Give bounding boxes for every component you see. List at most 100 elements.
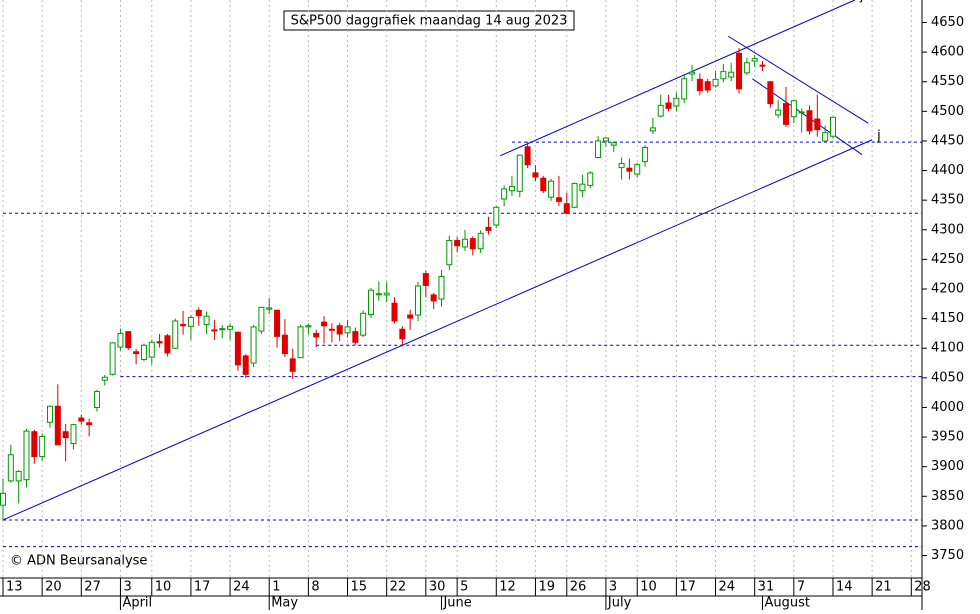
candle-body — [227, 325, 234, 330]
candle-body — [180, 324, 187, 327]
candle-body — [383, 292, 390, 296]
candle-body — [618, 162, 625, 169]
x-tick-label: 21 — [875, 580, 892, 595]
candle-body — [164, 335, 171, 354]
candle-body — [446, 239, 453, 266]
candle-body — [493, 206, 500, 226]
candle-body — [391, 302, 398, 322]
y-tick-label: 4550 — [931, 74, 964, 89]
y-tick-label: 3900 — [931, 459, 964, 474]
candle-body — [743, 62, 750, 74]
candle-body — [806, 110, 813, 132]
candle-body — [109, 342, 116, 375]
candle-body — [665, 102, 672, 109]
candle-body — [814, 118, 821, 131]
candle-body — [438, 276, 445, 300]
candle-body — [78, 417, 85, 422]
candle-body — [375, 293, 382, 296]
x-tick-label: 27 — [84, 580, 101, 595]
candle-body — [187, 316, 194, 327]
candle-body — [242, 355, 249, 375]
candle-body — [649, 127, 656, 132]
candle-body — [15, 470, 22, 482]
y-tick-label: 4000 — [931, 400, 964, 415]
candle-body — [368, 289, 375, 315]
candle-body — [783, 103, 789, 125]
candle-body — [540, 177, 547, 192]
candle-body — [587, 172, 594, 186]
candle-body — [336, 325, 343, 335]
candle-body — [219, 328, 226, 331]
candle-body — [101, 376, 108, 381]
candle-body — [148, 341, 155, 358]
candle-body — [344, 326, 351, 334]
candle-body — [736, 52, 743, 90]
x-tick-label: 28 — [914, 580, 931, 595]
candle-body — [352, 331, 359, 343]
candle-body — [501, 188, 508, 200]
candle-body — [775, 109, 782, 116]
candle-body — [203, 315, 210, 326]
candle-body — [7, 454, 14, 482]
y-tick-label: 3750 — [931, 548, 964, 563]
candle-body — [610, 142, 617, 146]
x-tick-label: 8 — [311, 580, 319, 595]
candle-body — [790, 100, 797, 118]
trend-label: j — [876, 128, 881, 143]
candle-body — [70, 424, 77, 445]
candle-body — [696, 78, 703, 92]
candle-body — [289, 358, 296, 372]
candle-body — [454, 239, 461, 247]
y-tick-label: 3850 — [931, 489, 964, 504]
candle-body — [595, 140, 602, 159]
x-tick-label: 3 — [123, 580, 131, 595]
x-tick-label: 10 — [640, 580, 657, 595]
y-tick-label: 4400 — [931, 163, 964, 178]
x-tick-label: 17 — [194, 580, 211, 595]
month-label: May — [271, 596, 298, 611]
x-tick-label: 31 — [758, 580, 775, 595]
candle-body — [516, 154, 523, 192]
candle-body — [751, 58, 758, 62]
x-tick-label: 17 — [679, 580, 696, 595]
candle-body — [829, 116, 836, 137]
x-tick-label: 1 — [272, 580, 280, 595]
candle-body — [234, 331, 241, 366]
candle-body — [399, 328, 406, 340]
y-tick-label: 3800 — [931, 518, 964, 533]
candle-body — [469, 238, 476, 250]
x-tick-label: 26 — [570, 580, 587, 595]
candle-body — [414, 285, 421, 316]
candle-body — [689, 71, 696, 75]
x-tick-label: 24 — [233, 580, 250, 595]
candle-body — [673, 97, 680, 107]
candle-body — [634, 164, 641, 175]
x-tick-label: 10 — [155, 580, 172, 595]
month-label: July — [607, 596, 632, 611]
candle-body — [579, 183, 586, 192]
candle-body — [46, 405, 53, 423]
candle-body — [328, 328, 335, 331]
x-tick-label: 24 — [719, 580, 736, 595]
x-tick-label: 14 — [836, 580, 853, 595]
candle-body — [62, 431, 69, 439]
candle-body — [313, 332, 320, 338]
candle-body — [555, 197, 562, 202]
candle-body — [602, 137, 609, 142]
candle-body — [23, 430, 30, 481]
candle-body — [767, 81, 774, 105]
x-tick-label: 5 — [460, 580, 468, 595]
candle-body — [461, 238, 468, 248]
y-tick-label: 4500 — [931, 104, 964, 119]
candle-body — [759, 64, 766, 67]
candle-body — [93, 390, 100, 408]
x-tick-label: 12 — [499, 580, 516, 595]
month-label: June — [442, 596, 471, 611]
candle-body — [117, 332, 124, 348]
candle-body — [258, 306, 265, 332]
title-box — [283, 10, 575, 31]
x-tick-label: 13 — [6, 580, 23, 595]
candle-body — [430, 294, 437, 302]
candle-body — [172, 320, 179, 349]
